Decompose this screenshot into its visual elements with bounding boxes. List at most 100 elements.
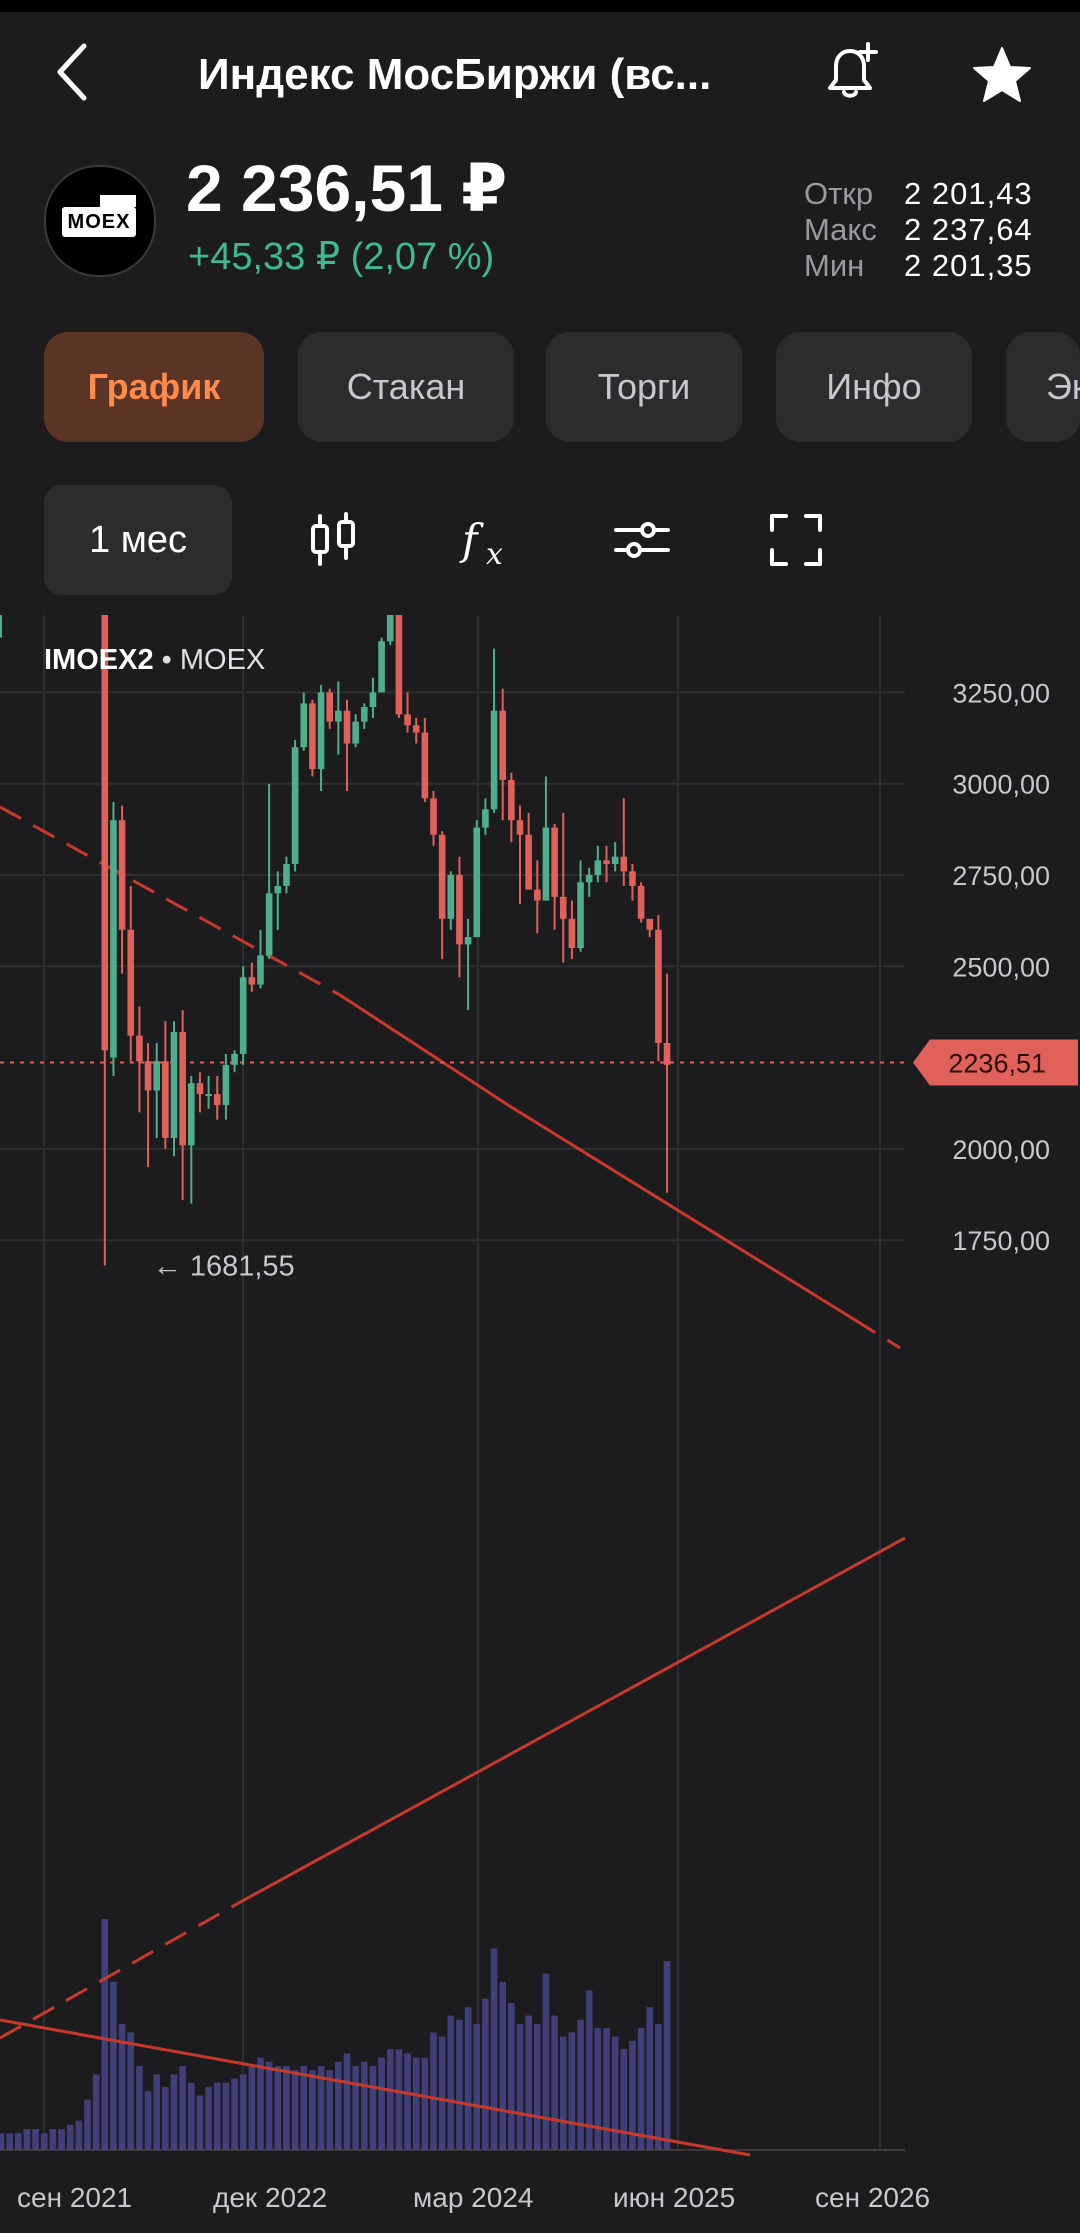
volume-bar	[274, 2066, 282, 2150]
tab-chart[interactable]: График	[44, 332, 264, 442]
candle-body	[559, 896, 567, 919]
volume-bar	[395, 2049, 403, 2150]
volume-bar	[663, 1961, 671, 2150]
candle-body	[637, 885, 645, 919]
svg-text:x: x	[486, 537, 503, 572]
volume-bar	[118, 2024, 126, 2150]
period-selector[interactable]: 1 мес	[44, 485, 232, 595]
volume-bar	[6, 2133, 13, 2150]
tab-more[interactable]: Эк	[1006, 332, 1080, 442]
svg-text:f: f	[459, 515, 484, 564]
candle-body	[534, 889, 541, 901]
volume-bar	[629, 2040, 636, 2150]
chart-type-button[interactable]	[302, 508, 366, 572]
candle-body	[309, 703, 316, 770]
volume-bar	[162, 2087, 169, 2150]
add-alert-button[interactable]	[818, 40, 882, 104]
candle-body	[326, 692, 333, 722]
settings-button[interactable]	[610, 508, 674, 572]
back-button[interactable]	[52, 42, 96, 102]
volume-bar	[110, 1982, 117, 2150]
y-tick-label: 3250,00	[952, 678, 1050, 708]
candle-body	[136, 1035, 143, 1062]
price-chart[interactable]: 4250,004000,003750,003500,003250,003000,…	[0, 615, 1080, 2233]
stat-open: Откр 2 201,43	[804, 176, 1033, 211]
candle-body	[352, 721, 359, 744]
volume-bar	[15, 2133, 22, 2150]
candle-body	[404, 714, 411, 726]
tab-trades[interactable]: Торги	[546, 332, 742, 442]
status-bar	[0, 0, 1080, 12]
volume-bar	[369, 2066, 377, 2150]
candle-body	[525, 834, 532, 890]
candle-body	[361, 707, 368, 722]
candle-body	[369, 692, 377, 708]
candle-body	[248, 977, 256, 985]
candle-body	[594, 860, 602, 875]
volume-bar	[482, 1998, 489, 2150]
volume-bar	[49, 2129, 57, 2150]
candle-body	[482, 809, 489, 828]
y-tick-label: 2500,00	[952, 952, 1050, 982]
candle-body	[378, 641, 385, 693]
volume-bar	[430, 2032, 437, 2150]
stat-high: Макс 2 237,64	[804, 212, 1033, 247]
tab-info[interactable]: Инфо	[776, 332, 972, 442]
moex-logo: MOEX	[44, 165, 156, 277]
volume-bar	[144, 2091, 152, 2150]
volume-bar	[568, 2032, 576, 2150]
price-change: +45,33 ₽ (2,07 %)	[188, 236, 495, 278]
volume-bar	[343, 2053, 351, 2150]
candle-body	[421, 732, 429, 799]
trendline-upper-2	[507, 1103, 856, 1322]
volume-bar	[66, 2124, 74, 2150]
volume-bar	[516, 2024, 524, 2150]
candle-body	[516, 820, 524, 835]
candle-body	[317, 692, 325, 770]
y-tick-label: 3500,00	[952, 615, 1050, 617]
indicators-button[interactable]: f x	[456, 508, 520, 572]
last-price-tag	[913, 1039, 1078, 1086]
candle-body	[153, 1061, 160, 1091]
tab-order-book[interactable]: Стакан	[298, 332, 514, 442]
volume-bar	[101, 1919, 109, 2150]
fullscreen-button[interactable]	[764, 508, 828, 572]
candle-body	[196, 1083, 204, 1095]
candle-body	[144, 1061, 152, 1091]
volume-bar	[577, 2019, 584, 2150]
candle-body	[663, 1042, 671, 1065]
x-tick-label: дек 2022	[213, 2182, 327, 2213]
volume-bar	[603, 2028, 610, 2150]
candle-body	[551, 827, 558, 897]
candle-body	[118, 820, 126, 930]
candle-body	[101, 615, 109, 1051]
candle-body	[464, 937, 472, 945]
trendline-upper-dashed	[0, 805, 341, 997]
chart-canvas[interactable]: 4250,004000,003750,003500,003250,003000,…	[0, 615, 1080, 2233]
volume-bar	[447, 2015, 455, 2150]
trendline-upper-ext	[854, 1318, 901, 1350]
volume-bar	[196, 2095, 204, 2150]
volume-bar	[205, 2087, 212, 2150]
candle-body	[577, 882, 584, 949]
x-tick-label: июн 2025	[613, 2182, 735, 2213]
volume-bar	[378, 2057, 385, 2150]
trendline-lower	[234, 1536, 906, 1907]
candle-body	[542, 827, 550, 901]
volume-bar	[404, 2053, 411, 2150]
current-price: 2 236,51 ₽	[186, 151, 508, 225]
volume-bar	[317, 2066, 325, 2150]
volume-bar	[421, 2057, 429, 2150]
volume-bar	[534, 2024, 541, 2150]
sliders-icon	[614, 522, 670, 558]
volume-bar	[291, 2070, 299, 2150]
volume-bar	[283, 2066, 290, 2150]
favorite-button[interactable]	[970, 44, 1034, 108]
candle-body	[300, 703, 308, 748]
volume-bar	[655, 2024, 662, 2150]
candle-body	[162, 1061, 169, 1138]
volume-bar	[300, 2066, 308, 2150]
x-tick-label: мар 2024	[413, 2182, 533, 2213]
volume-bar	[490, 1948, 498, 2150]
ticker-exchange: MOEX	[179, 644, 266, 676]
